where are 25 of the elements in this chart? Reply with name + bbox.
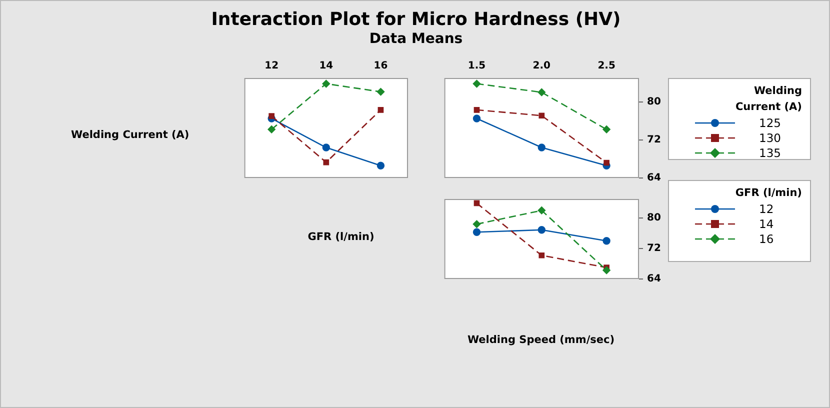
legend-label: 135 bbox=[758, 146, 782, 160]
legend-label: 12 bbox=[758, 202, 775, 216]
x-tick-label: 12 bbox=[264, 60, 279, 72]
legend-label: 125 bbox=[758, 116, 782, 130]
chart-title: Interaction Plot for Micro Hardness (HV) bbox=[211, 9, 621, 30]
chart-subtitle: Data Means bbox=[369, 31, 463, 47]
x-tick-label: 1.5 bbox=[468, 60, 486, 72]
y-tick-label: 64 bbox=[647, 172, 661, 184]
legend-label: 130 bbox=[758, 130, 782, 144]
legend-label: 16 bbox=[758, 232, 775, 246]
y-tick-label: 72 bbox=[647, 243, 661, 254]
y-tick-label: 72 bbox=[647, 134, 661, 146]
y-tick-label: 80 bbox=[647, 212, 661, 224]
x-tick-label: 16 bbox=[374, 60, 388, 72]
y-tick-label: 64 bbox=[647, 274, 661, 285]
x-axis-title: Welding Speed (mm/sec) bbox=[467, 334, 615, 346]
legend-label: 14 bbox=[758, 216, 775, 230]
legend-title: GFR (l/min) bbox=[734, 186, 803, 201]
x-axis-title: GFR (l/min) bbox=[308, 231, 374, 243]
legend-title: Welding Current (A) bbox=[734, 84, 803, 115]
x-tick-label: 2.0 bbox=[532, 60, 551, 72]
y-axis-title: Welding Current (A) bbox=[71, 129, 190, 141]
y-tick-label: 80 bbox=[647, 96, 661, 108]
x-tick-label: 2.5 bbox=[598, 60, 616, 72]
x-tick-label: 14 bbox=[319, 60, 334, 72]
